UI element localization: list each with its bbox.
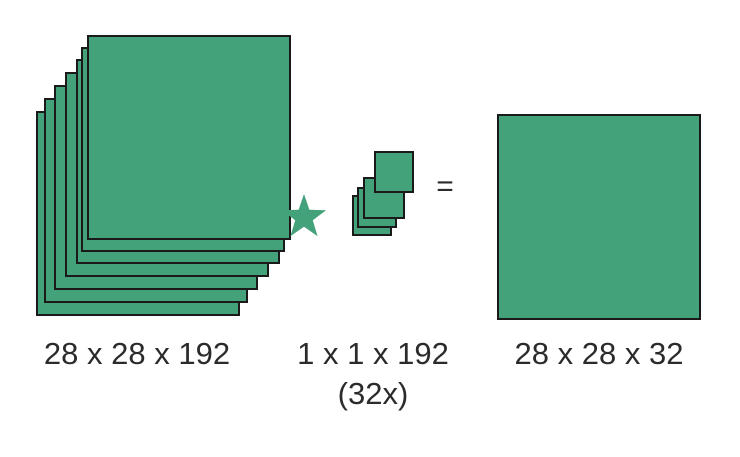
filter-layer [374, 151, 414, 193]
filter-stack-label: 1 x 1 x 192 [297, 336, 449, 371]
filter-count-label: (32x) [338, 376, 409, 411]
input-volume-stack [36, 35, 291, 316]
input-volume-label: 28 x 28 x 192 [44, 336, 230, 371]
output-volume-label: 28 x 28 x 32 [515, 336, 684, 371]
filter-stack [352, 151, 414, 236]
output-volume [497, 114, 701, 320]
equals-sign: = [436, 170, 454, 203]
input-layer [87, 35, 291, 240]
star-icon [281, 194, 327, 237]
